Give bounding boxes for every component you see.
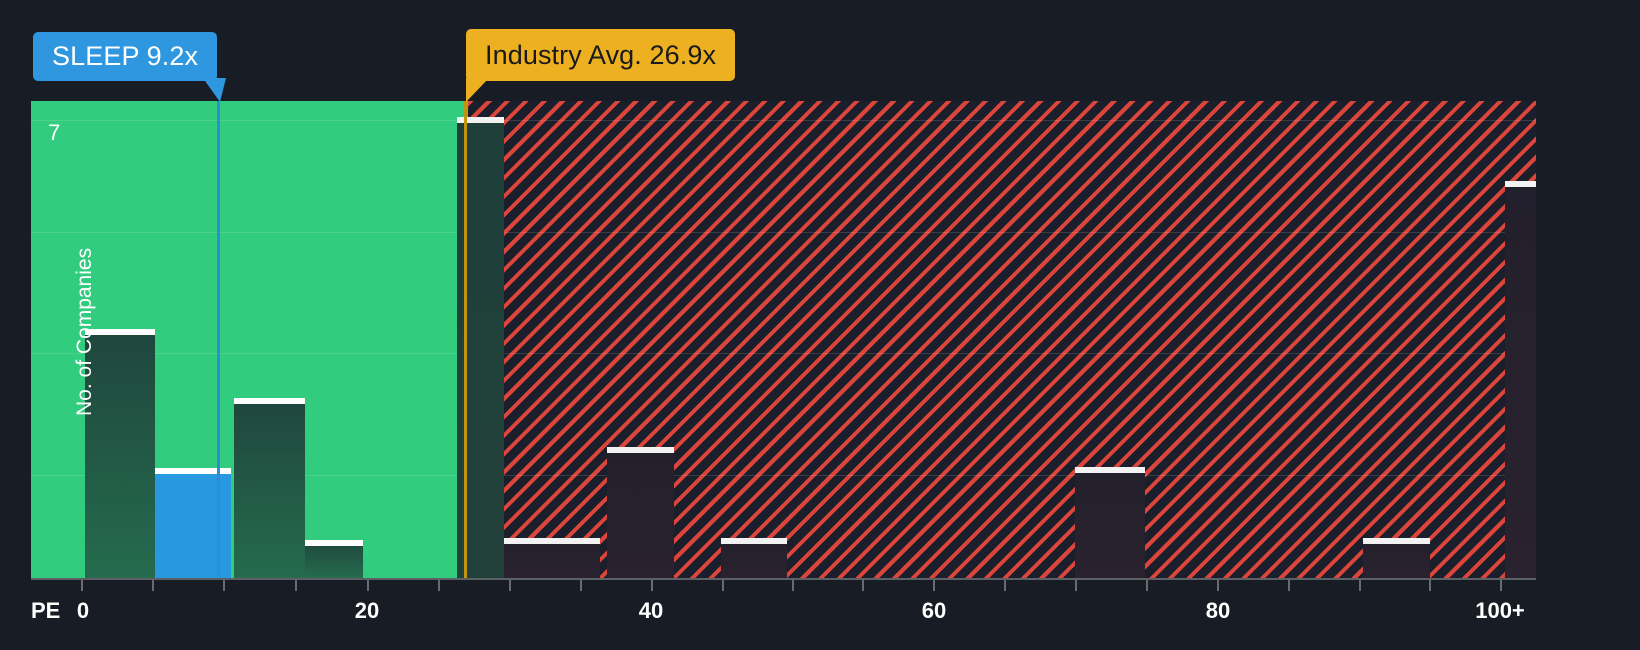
plot-area: 7 No. of Companies: [31, 101, 1536, 578]
x-tick-label-40: 40: [638, 598, 664, 623]
x-tick-label-100p: 100+: [1475, 598, 1525, 623]
industry-callout-label: Industry Avg. 26.9x: [485, 39, 717, 70]
table-row[interactable]: [1505, 181, 1536, 578]
sleep-callout-label: SLEEP 9.2x: [52, 41, 199, 71]
table-row[interactable]: [607, 447, 674, 578]
industry-callout-tail: [466, 78, 489, 102]
industry-marker-line: [464, 101, 467, 578]
table-row[interactable]: [721, 538, 787, 578]
y-axis-title: No. of Companies: [73, 247, 96, 416]
x-axis-title: PE: [31, 598, 61, 623]
sleep-marker-line: [217, 101, 220, 578]
table-row[interactable]: [305, 540, 363, 578]
table-row[interactable]: [234, 398, 305, 578]
x-tick-label-60: 60: [921, 598, 947, 623]
sleep-callout-tail: [203, 78, 226, 102]
y-tick-label-7: 7: [48, 120, 61, 145]
table-row[interactable]: [1075, 467, 1145, 578]
table-row[interactable]: [85, 329, 155, 578]
overvalued-zone: [468, 101, 1536, 578]
x-tick-label-80: 80: [1205, 598, 1231, 623]
industry-callout[interactable]: Industry Avg. 26.9x: [466, 29, 736, 81]
table-row[interactable]: [1363, 538, 1430, 578]
x-tick-label-20: 20: [354, 598, 380, 623]
table-row[interactable]: [504, 538, 600, 578]
x-tick-label-0: 0: [76, 598, 90, 623]
x-axis-line: [31, 578, 1536, 580]
sleep-callout[interactable]: SLEEP 9.2x: [33, 32, 218, 81]
